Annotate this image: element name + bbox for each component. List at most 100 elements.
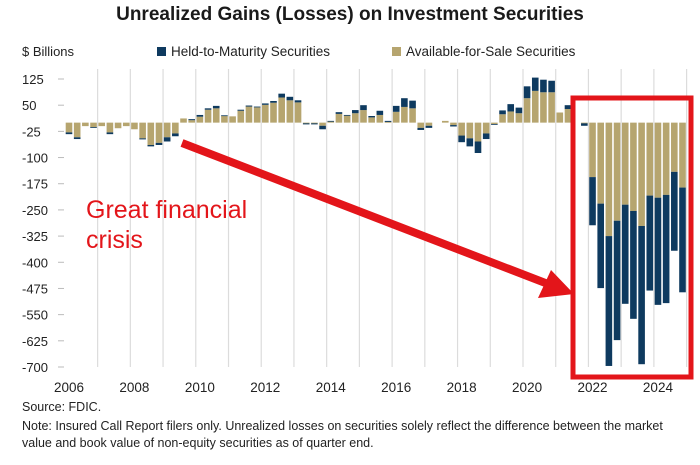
x-tick-label: 2020 [512, 380, 542, 395]
bar-afs-2008Q1 [131, 122, 138, 130]
bar-afs-2015Q1 [360, 110, 367, 123]
bar-htm-2017Q1 [425, 125, 433, 128]
bar-afs-2014Q2 [335, 113, 343, 123]
bar-afs-2013Q1 [294, 102, 302, 123]
bar-htm-2010Q3 [212, 105, 220, 109]
legend-swatch-htm [157, 47, 166, 56]
annotation-arrow-shaft [180, 139, 550, 288]
bar-afs-2015Q3 [376, 114, 384, 123]
x-tick-label: 2006 [54, 380, 84, 395]
y-tick-label: -25 [22, 124, 41, 139]
bar-htm-2012Q4 [286, 96, 294, 101]
legend-item-afs: Available-for-Sale Securities [392, 44, 575, 59]
bar-afs-2009Q3 [180, 118, 187, 123]
bar-htm-2008Q3 [147, 144, 155, 147]
bar-afs-2019Q3 [507, 111, 515, 123]
bar-afs-2020Q1 [523, 98, 531, 123]
bar-htm-2020Q3 [540, 79, 547, 93]
y-tick-label: 50 [22, 98, 36, 113]
bar-htm-2018Q3 [474, 141, 482, 154]
bar-htm-2012Q3 [278, 93, 285, 98]
legend-label-afs: Available-for-Sale Securities [406, 44, 576, 59]
bar-htm-2008Q2 [139, 138, 146, 140]
y-tick-label: -625 [22, 334, 48, 349]
bar-htm-2016Q1 [392, 105, 400, 112]
bar-htm-2009Q2 [172, 133, 179, 137]
y-tick-label: -475 [22, 281, 48, 296]
bar-htm-2018Q1 [458, 135, 465, 143]
bar-afs-2019Q1 [491, 122, 498, 125]
bar-afs-2022Q4 [613, 122, 621, 221]
bar-afs-2013Q4 [319, 122, 326, 126]
bar-htm-2006Q1 [65, 132, 73, 135]
bar-htm-2013Q2 [302, 123, 310, 125]
bar-afs-2012Q2 [270, 102, 277, 123]
bar-afs-2013Q3 [311, 122, 318, 124]
bar-htm-2020Q1 [523, 86, 531, 99]
bar-htm-2020Q4 [548, 80, 555, 93]
bar-htm-2022Q3 [605, 236, 613, 366]
bar-htm-2024Q2 [662, 194, 670, 304]
legend-item-htm: Held-to-Maturity Securities [157, 44, 330, 59]
y-tick-label: -325 [22, 229, 48, 244]
bar-htm-2009Q1 [163, 137, 171, 142]
bar-afs-2021Q4 [581, 122, 588, 124]
x-tick-label: 2022 [577, 380, 607, 395]
bar-htm-2008Q4 [155, 142, 163, 145]
bar-afs-2008Q4 [155, 122, 163, 143]
legend-label-htm: Held-to-Maturity Securities [171, 44, 331, 59]
bar-afs-2010Q4 [221, 116, 228, 123]
bar-htm-2007Q2 [106, 132, 114, 135]
y-axis-label: $ Billions [22, 44, 75, 59]
x-tick-label: 2008 [119, 380, 149, 395]
y-tick-label: -250 [22, 203, 48, 218]
bar-htm-2019Q2 [499, 110, 506, 115]
bar-afs-2008Q3 [147, 122, 155, 145]
bar-htm-2006Q2 [73, 137, 81, 140]
annotation-arrow-head [538, 270, 574, 298]
bar-htm-2022Q1 [589, 177, 596, 226]
bar-afs-2017Q1 [425, 122, 433, 126]
bar-afs-2022Q3 [605, 122, 613, 237]
bar-htm-2011Q2 [237, 109, 245, 111]
bar-afs-2012Q4 [286, 100, 294, 123]
bar-htm-2014Q3 [343, 114, 351, 116]
bar-afs-2016Q3 [409, 108, 416, 123]
bar-htm-2019Q3 [507, 104, 515, 112]
bar-htm-2018Q4 [482, 133, 490, 140]
bar-afs-2023Q3 [638, 122, 645, 226]
bar-afs-2024Q3 [671, 122, 678, 172]
bar-htm-2022Q2 [597, 203, 604, 289]
bar-afs-2007Q2 [106, 122, 114, 133]
bar-htm-2024Q4 [679, 187, 686, 293]
bar-htm-2024Q3 [671, 171, 678, 251]
bar-afs-2012Q1 [262, 104, 269, 123]
bar-afs-2024Q4 [679, 122, 686, 188]
bar-afs-2018Q3 [474, 122, 482, 142]
bar-htm-2024Q1 [654, 197, 662, 305]
bar-htm-2016Q2 [401, 98, 408, 107]
y-tick-label: 125 [22, 72, 44, 87]
bar-afs-2007Q4 [122, 122, 130, 127]
bar-afs-2014Q3 [343, 115, 351, 123]
bar-afs-2009Q1 [163, 122, 171, 138]
x-tick-label: 2024 [643, 380, 674, 395]
bar-afs-2007Q3 [114, 122, 122, 129]
bar-afs-2013Q2 [302, 122, 310, 124]
bar-htm-2019Q1 [491, 124, 498, 125]
bar-afs-2020Q2 [531, 90, 539, 123]
bar-afs-2022Q2 [597, 122, 604, 204]
bar-htm-2006Q4 [90, 127, 97, 128]
bar-htm-2014Q1 [327, 120, 335, 122]
bar-afs-2021Q1 [556, 112, 564, 123]
bar-htm-2015Q2 [368, 116, 375, 118]
bar-afs-2006Q3 [82, 122, 89, 127]
bar-htm-2020Q2 [531, 77, 539, 91]
bar-htm-2012Q1 [262, 103, 269, 105]
bar-htm-2019Q4 [515, 107, 523, 114]
x-tick-label: 2016 [381, 380, 411, 395]
y-tick-label: -550 [22, 308, 48, 323]
bar-afs-2018Q2 [466, 122, 474, 139]
bar-htm-2011Q3 [245, 105, 253, 107]
